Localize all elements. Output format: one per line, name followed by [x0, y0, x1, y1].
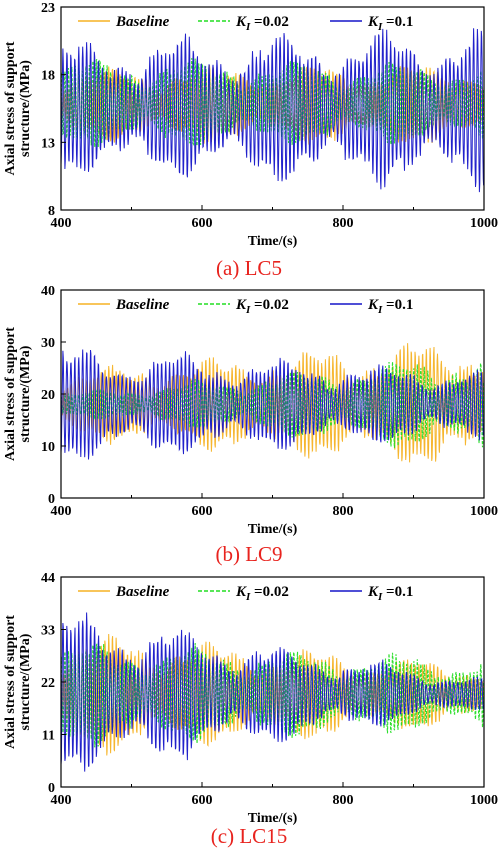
y-tick-label: 18 [41, 69, 55, 84]
chart-lc9: 400 600 800 1000 0 10 20 30 40 Time/(s) Axial stre… [3, 284, 498, 537]
x-tick-label: 400 [51, 216, 72, 231]
x-tick-label: 600 [192, 216, 213, 231]
series-line-1 [61, 642, 484, 748]
x-tick-label: 800 [333, 793, 354, 808]
x-tick-label: 600 [192, 504, 213, 519]
legend-label: KI =0.1 [367, 297, 413, 316]
y-tick-label: 10 [41, 440, 55, 455]
chart-panel-lc5: 400 600 800 1000 8 13 18 23 Time/(s) Axial stress… [0, 0, 498, 286]
x-tick-label: 600 [192, 793, 213, 808]
legend-label: Baseline [115, 584, 170, 600]
legend: Baseline KI =0.02 KI =0.1 [78, 584, 413, 603]
chart-panel-lc15: 400 600 800 1000 0 11 22 33 44 Time/(s) Axial stre… [0, 571, 498, 858]
y-tick-label: 20 [41, 388, 55, 403]
legend-label: KI =0.02 [235, 297, 289, 316]
x-tick-label: 1000 [470, 793, 498, 808]
legend-label: KI =0.02 [235, 584, 289, 603]
y-axis-label: Axial stress of supportstructure/(MPa) [3, 41, 33, 175]
x-axis-label: Time/(s) [248, 522, 298, 537]
y-axis-label: Axial stress of supportstructure/(MPa) [3, 327, 33, 461]
series-line-1 [61, 58, 484, 148]
chart-caption: (c) LC15 [210, 824, 288, 848]
x-tick-label: 800 [333, 216, 354, 231]
legend-label: Baseline [115, 14, 170, 30]
x-axis-label: Time/(s) [248, 234, 298, 249]
series-group [61, 343, 484, 463]
y-tick-label: 0 [48, 492, 55, 507]
chart-caption: (b) LC9 [215, 542, 283, 566]
y-tick-label: 30 [41, 336, 55, 351]
y-tick-label: 22 [41, 676, 55, 691]
chart-panel-lc9: 400 600 800 1000 0 10 20 30 40 Time/(s) Axial stre… [0, 284, 498, 572]
y-tick-label: 0 [48, 781, 55, 796]
x-tick-label: 400 [51, 793, 72, 808]
y-tick-label: 8 [48, 204, 55, 219]
x-tick-label: 1000 [470, 504, 498, 519]
series-group [61, 612, 484, 772]
legend-label: KI =0.1 [367, 14, 413, 33]
series-line-2 [61, 612, 484, 772]
y-tick-label: 11 [42, 729, 55, 744]
x-axis-label: Time/(s) [248, 811, 298, 826]
chart-lc5: 400 600 800 1000 8 13 18 23 Time/(s) Axial stress… [3, 1, 498, 249]
legend-label: KI =0.02 [235, 14, 289, 33]
y-tick-label: 33 [41, 624, 55, 639]
y-tick-label: 13 [41, 136, 55, 151]
y-tick-label: 44 [41, 571, 55, 586]
legend-label: KI =0.1 [367, 584, 413, 603]
y-tick-label: 40 [41, 284, 55, 299]
x-tick-label: 400 [51, 504, 72, 519]
y-axis-label: Axial stress of supportstructure/(MPa) [3, 615, 33, 749]
chart-caption: (a) LC5 [216, 256, 282, 280]
series-line-2 [61, 349, 484, 460]
legend-label: Baseline [115, 297, 170, 313]
chart-lc15: 400 600 800 1000 0 11 22 33 44 Time/(s) Axial stre… [3, 571, 498, 826]
series-line-1 [61, 361, 484, 448]
x-tick-label: 800 [333, 504, 354, 519]
y-tick-label: 23 [41, 1, 55, 16]
legend: Baseline KI =0.02 KI =0.1 [78, 14, 413, 33]
series-line-2 [61, 28, 484, 193]
legend: Baseline KI =0.02 KI =0.1 [78, 297, 413, 316]
x-tick-label: 1000 [470, 216, 498, 231]
series-group [61, 28, 484, 193]
